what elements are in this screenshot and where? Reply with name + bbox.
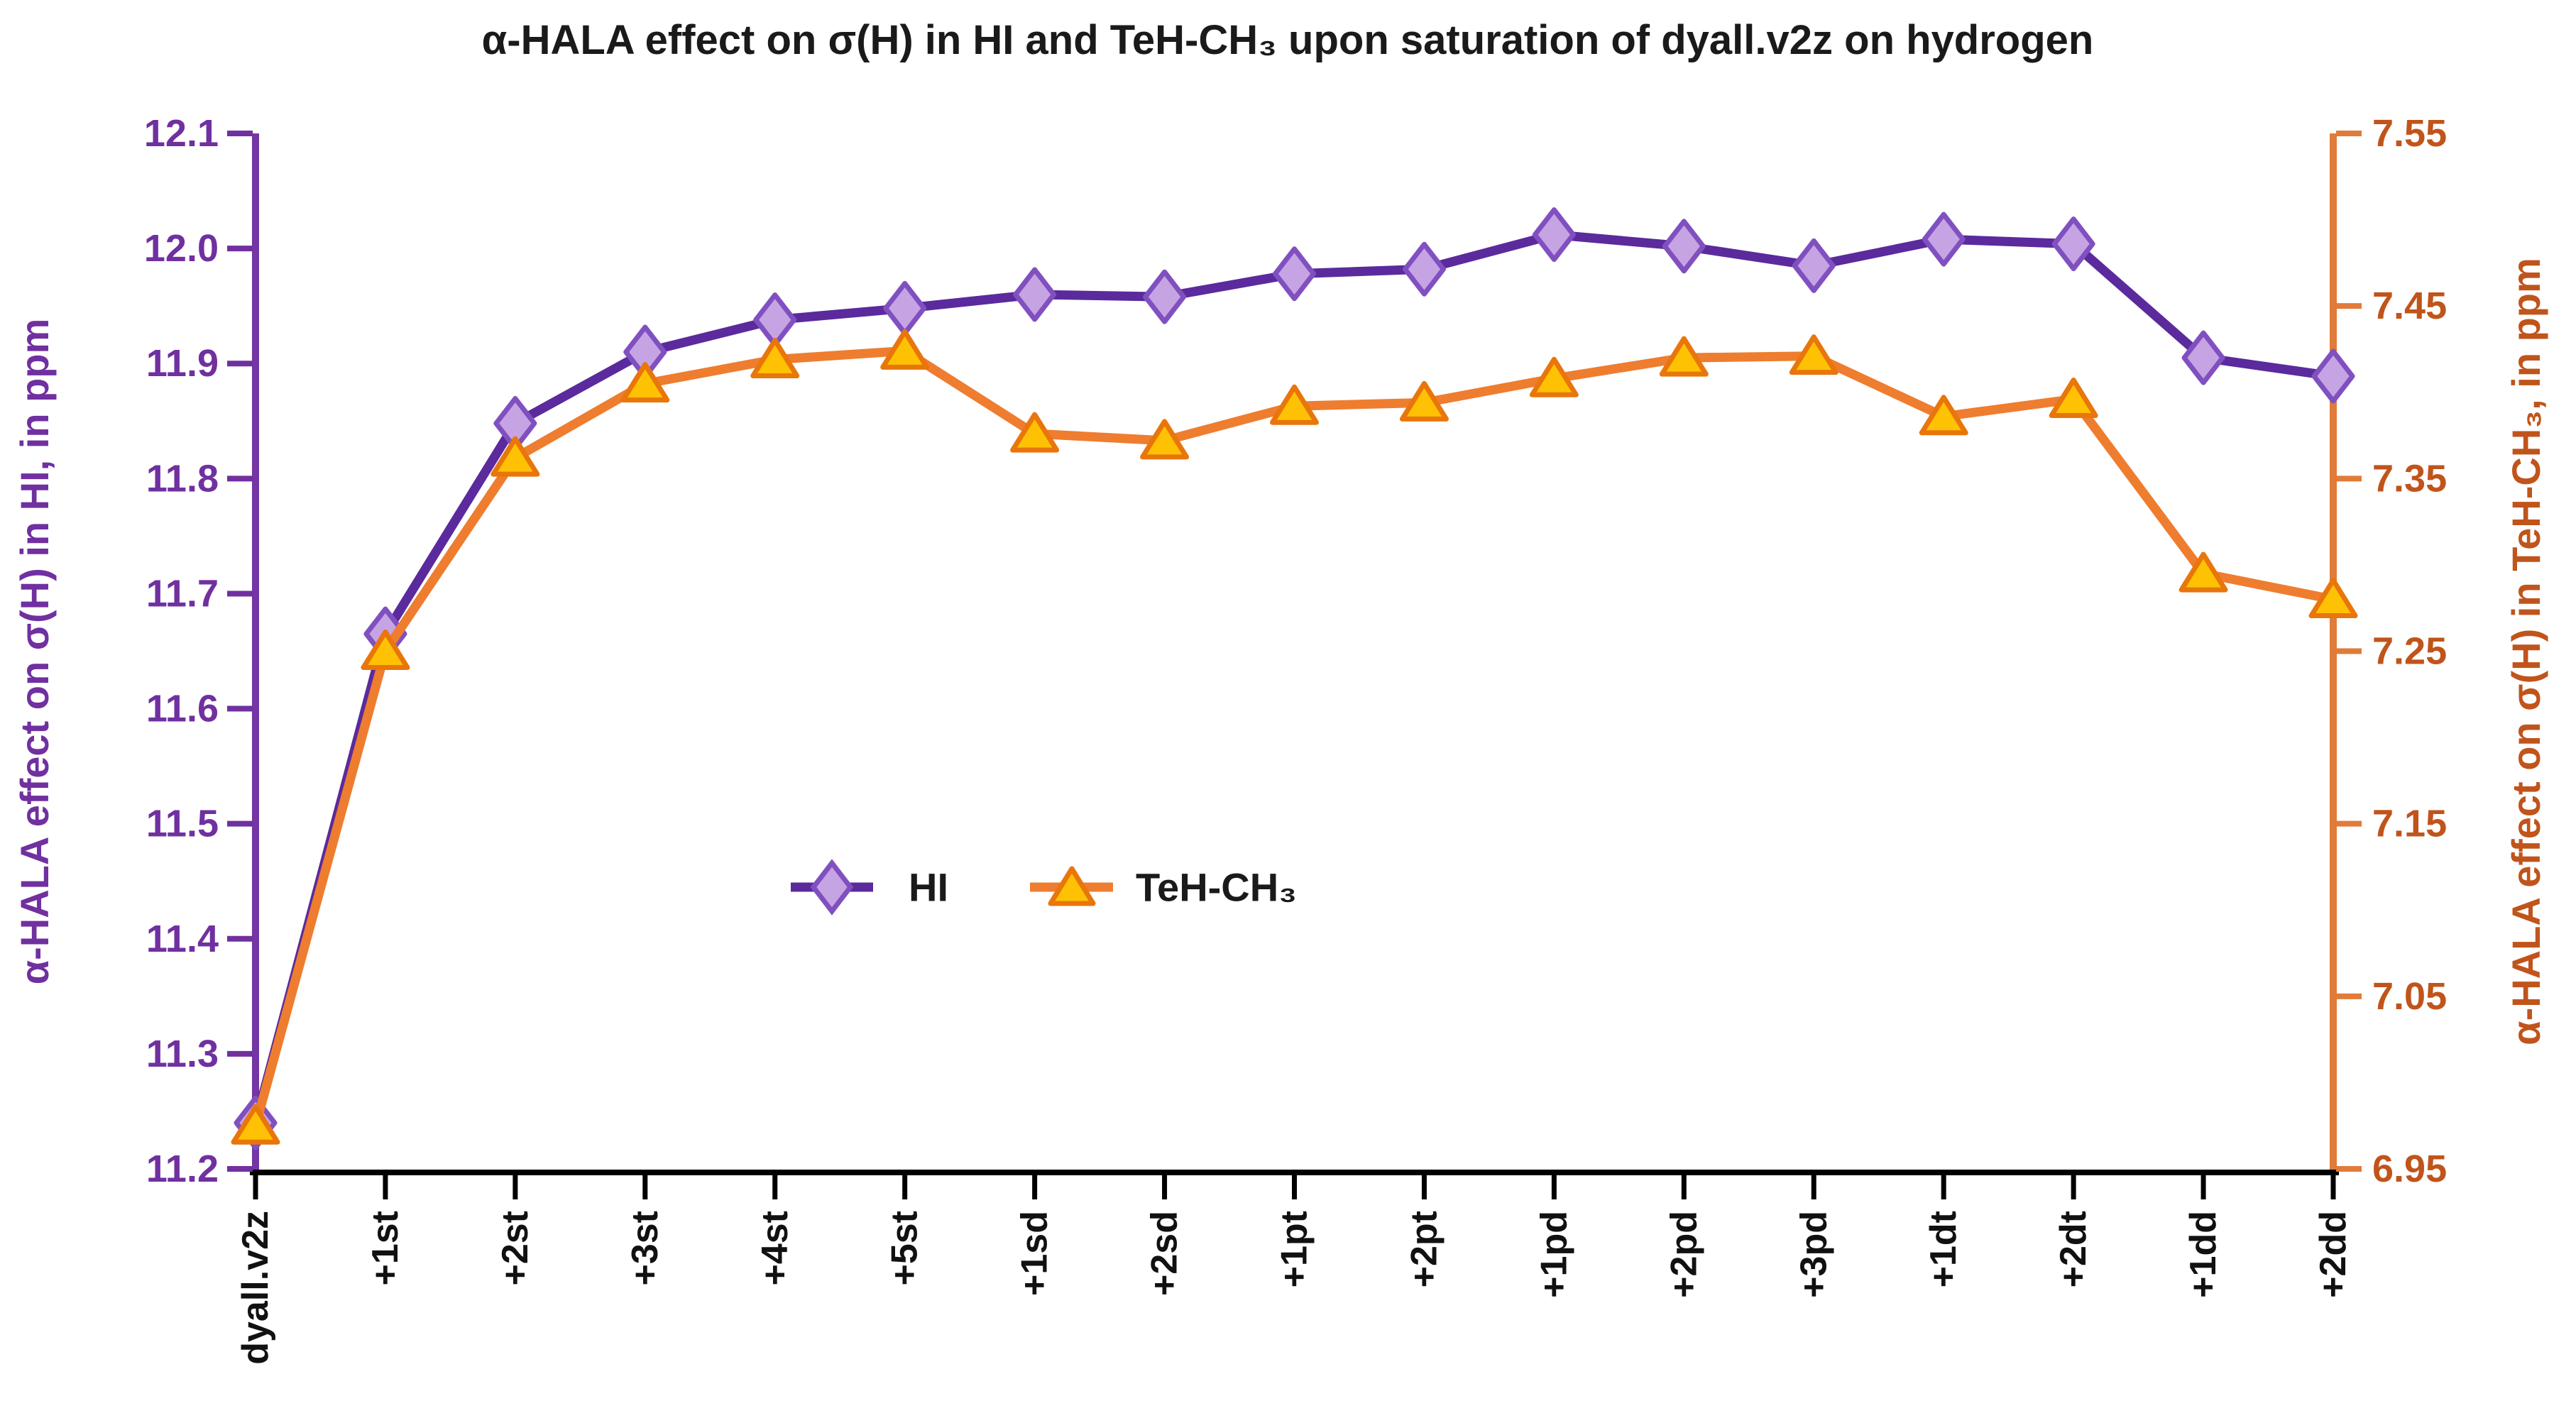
x-axis-tick-label: +1st [365,1211,406,1286]
series-hi-marker [2181,330,2225,385]
series-hi-marker [1792,238,1836,293]
series-hi-marker [1143,269,1187,324]
left-axis-tick-label: 12.0 [144,227,219,270]
legend-teh-label: TeH-CH₃ [1136,865,1297,910]
series-teh-marker [2308,578,2358,619]
series-hi-marker [1402,241,1446,297]
series-teh-marker [1399,380,1449,422]
series-hi-marker [1013,267,1057,322]
left-axis-tick-label: 12.1 [144,112,219,155]
series-teh-marker [361,630,410,670]
x-axis-tick-label: +2pt [1403,1211,1445,1287]
series-teh-marker [880,329,930,370]
right-axis-tick-label: 7.15 [2372,803,2447,845]
series-teh-marker [1659,336,1709,377]
series-hi-marker [1532,207,1576,263]
x-axis-tick-label: +2sd [1144,1211,1185,1296]
series-teh-marker [1140,419,1190,460]
series-teh-marker [490,436,540,477]
x-axis-tick-label: +1dt [1923,1211,1964,1287]
legend-teh-triangle-icon [1048,866,1096,906]
left-axis-tick-label: 11.7 [146,572,219,615]
x-axis-tick-label: +4st [755,1211,796,1286]
left-axis-tick-label: 11.6 [146,688,219,730]
left-axis-tick-label: 11.8 [146,457,219,500]
x-axis-tick-label: +3pd [1793,1211,1834,1298]
left-axis-tick-label: 11.9 [146,342,219,385]
series-hi-marker [2311,348,2355,404]
left-axis-tick-label: 11.2 [146,1148,219,1190]
x-axis-tick-label: +5st [884,1211,926,1286]
right-axis-tick-label: 7.25 [2372,630,2447,673]
series-teh-marker [2178,551,2228,593]
chart-title: α-HALA effect on σ(H) in HI and TeH-CH₃ … [482,17,2094,63]
series-teh-marker [2049,377,2098,418]
left-axis-tick-label: 11.5 [146,803,219,845]
right-axis-title: α-HALA effect on σ(H) in TeH-CH₃, in ppm [2504,258,2548,1045]
plot-area: 12.1 12.0 11.9 11.8 11.7 11.6 11.5 11.4 11.3 11.2… [144,112,2447,1365]
x-axis-tick-label: +1pt [1274,1211,1315,1287]
x-axis-tick-label: +1dd [2183,1211,2224,1298]
series-hi-marker [2051,216,2095,272]
x-axis-tick-label: +1sd [1014,1211,1056,1296]
legend-hi-label: HI [909,865,948,910]
legend: HI TeH-CH₃ [791,859,1297,916]
series-teh-marker [1270,384,1319,425]
series-teh-marker [1529,356,1579,397]
series-teh-marker [1010,412,1060,453]
right-axis-tick-label: 7.45 [2372,285,2447,327]
x-axis-tick-label: +3st [625,1211,666,1286]
right-axis-tick-label: 7.05 [2372,975,2447,1018]
x-axis-tick-label: +2dd [2313,1211,2354,1298]
right-axis-tick-label: 7.55 [2372,112,2447,155]
x-axis-tick-label: dyall.v2z [235,1211,276,1365]
series-teh-marker [1919,395,1968,436]
x-axis-tick-label: +2dt [2053,1211,2094,1287]
x-axis-tick-label: +1pd [1533,1211,1574,1298]
right-axis-tick-label: 7.35 [2372,457,2447,500]
right-axis-tick-label: 6.95 [2372,1148,2447,1190]
series-teh-marker [1789,334,1838,375]
left-axis-tick-label: 11.3 [146,1033,219,1075]
series-hi-marker [1922,211,1966,267]
series-teh-marker [231,1104,280,1145]
left-axis-title: α-HALA effect on σ(H) in HI, in ppm [12,319,57,985]
series-hi-marker [1273,246,1316,302]
series-hi-marker [1662,219,1706,274]
series-teh-marker [750,338,800,379]
x-axis-tick-label: +2pd [1663,1211,1704,1298]
x-axis-tick-label: +2st [495,1211,536,1286]
left-axis-tick-label: 11.4 [146,918,219,960]
legend-hi-diamond-icon [810,859,854,916]
series-teh-marker [620,362,670,403]
